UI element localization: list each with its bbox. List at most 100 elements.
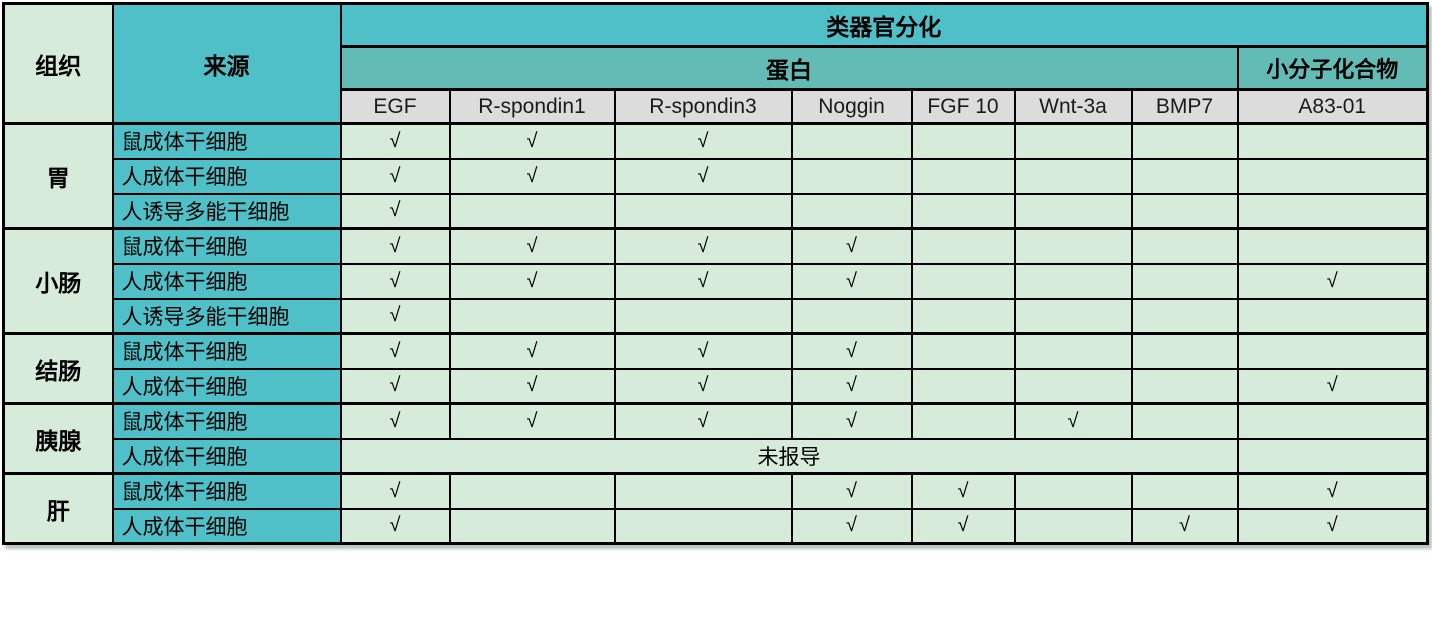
check-cell [1236,297,1429,335]
source-cell: 鼠成体干细胞 [111,472,342,510]
check-cell [910,262,1016,300]
source-cell: 鼠成体干细胞 [111,122,342,160]
check-cell [910,332,1016,370]
check-cell [910,122,1016,160]
check-cell: √ [790,402,913,440]
check-cell [1013,262,1133,300]
table-row: 小肠 鼠成体干细胞 √ √ √ √ [2,227,1429,335]
check-cell [1130,332,1239,370]
check-cell: √ [1236,367,1429,405]
col-header-protein: 蛋白 [339,45,1239,91]
check-cell [613,192,793,230]
check-cell: √ [339,507,451,545]
check-cell: √ [448,367,616,405]
check-cell [910,227,1016,265]
check-cell: √ [613,157,793,195]
table-row: 胃鼠成体干细胞 √ √ √ [2,122,1429,230]
check-cell [613,472,793,510]
col-header-bmp7: BMP7 [1130,88,1239,125]
check-cell [790,157,913,195]
check-cell: √ [790,472,913,510]
check-cell [1013,297,1133,335]
check-cell: √ [339,367,451,405]
table-body: 胃鼠成体干细胞 √ √ √ 人成体干细胞 √ √ √ 人诱导多能干细胞 √ 小肠 鼠成体干细胞 √ √ √ √… [2,122,1429,545]
check-cell [448,297,616,335]
source-cell: 人成体干细胞 [111,367,342,405]
check-cell [790,297,913,335]
check-cell: √ [448,332,616,370]
tissue-cell: 肝 [2,472,114,545]
table-row: 胰腺 鼠成体干细胞 √ √ √ √ √ [2,402,1429,475]
check-cell [1236,227,1429,265]
check-cell [1236,332,1429,370]
check-cell: √ [339,122,451,160]
check-cell: √ [910,507,1016,545]
header-row-category: 蛋白 小分子化合物 [4,45,1429,91]
col-header-small-molecule: 小分子化合物 [1236,45,1429,91]
col-header-tissue: 组织 [2,2,114,125]
check-cell [1130,402,1239,440]
check-cell [613,297,793,335]
col-header-wnt3a: Wnt-3a [1013,88,1133,125]
table-row: 人成体干细胞 √ √ √ √ √ [4,262,1429,300]
check-cell [1013,122,1133,160]
table-row: 结肠 鼠成体干细胞 √ √ √ √ [2,332,1429,405]
table-row: 肝鼠成体干细胞 √ √ √ √ [2,472,1429,545]
check-cell: √ [1236,507,1429,545]
check-cell [1013,157,1133,195]
table-header: 组织 来源 类器官分化 蛋白 小分子化合物 EGF R-spondin1 R-s… [2,2,1429,125]
check-cell [1236,437,1429,475]
check-cell: √ [790,332,913,370]
check-cell [1130,297,1239,335]
tissue-cell: 结肠 [2,332,114,405]
table-row: 人成体干细胞 √ √ √ √ √ [4,367,1429,405]
header-row-top: 组织 来源 类器官分化 [2,2,1429,125]
check-cell [910,367,1016,405]
tissue-cell: 胃 [2,122,114,230]
check-cell: √ [339,227,451,265]
check-cell [1130,472,1239,510]
col-header-noggin: Noggin [790,88,913,125]
source-cell: 鼠成体干细胞 [111,332,342,370]
check-cell: √ [339,472,451,510]
check-cell [1013,227,1133,265]
source-cell: 人诱导多能干细胞 [111,297,342,335]
check-cell [1013,472,1133,510]
table-row: 人成体干细胞 √ √ √ [4,157,1429,195]
source-cell: 人成体干细胞 [111,157,342,195]
check-cell [613,507,793,545]
source-cell: 鼠成体干细胞 [111,227,342,265]
check-cell [1130,192,1239,230]
source-cell: 人诱导多能干细胞 [111,192,342,230]
check-cell [1236,122,1429,160]
header-row-factors: EGF R-spondin1 R-spondin3 Noggin FGF 10 … [4,88,1429,125]
source-cell: 人成体干细胞 [111,507,342,545]
check-cell: √ [339,262,451,300]
check-cell: √ [448,262,616,300]
check-cell [1130,227,1239,265]
check-cell: √ [1236,262,1429,300]
check-cell: √ [448,122,616,160]
check-cell [910,192,1016,230]
col-header-organoid-differentiation: 类器官分化 [339,2,1429,48]
col-header-fgf10: FGF 10 [910,88,1016,125]
check-cell: √ [339,157,451,195]
check-cell [448,472,616,510]
source-cell: 人成体干细胞 [111,262,342,300]
check-cell: √ [339,297,451,335]
check-cell: √ [613,332,793,370]
check-cell: √ [448,157,616,195]
check-cell [448,507,616,545]
check-cell [910,402,1016,440]
check-cell [1130,157,1239,195]
check-cell: √ [339,402,451,440]
check-cell: √ [613,367,793,405]
check-cell [1013,192,1133,230]
check-cell [1013,507,1133,545]
check-cell: √ [339,332,451,370]
check-cell: √ [613,122,793,160]
source-cell: 人成体干细胞 [111,437,342,475]
check-cell: √ [613,402,793,440]
check-cell: √ [613,227,793,265]
